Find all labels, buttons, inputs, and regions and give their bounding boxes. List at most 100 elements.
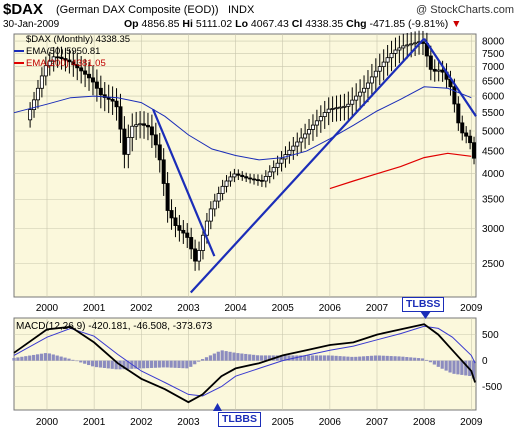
macd-y-tick-label: 500 <box>482 330 499 341</box>
candle-body <box>236 173 241 176</box>
macd-hist-bar <box>393 356 397 361</box>
exchange-label: INDX <box>228 4 255 16</box>
candle-body <box>55 56 60 59</box>
candle-body <box>200 234 205 251</box>
macd-hist-bar <box>428 360 433 363</box>
candle-body <box>90 77 95 83</box>
legend-ema200: EMA(200) 4381.05 <box>14 58 130 70</box>
macd-hist-bar <box>244 353 248 361</box>
macd-hist-bar <box>114 360 118 370</box>
macd-hist-bar <box>436 360 440 367</box>
candle-body <box>43 65 48 77</box>
macd-hist-bar <box>252 354 256 361</box>
candle-body <box>63 58 68 61</box>
candle-body <box>51 56 56 62</box>
macd-hist-bar <box>193 360 197 365</box>
candle-body <box>122 128 127 155</box>
macd-hist-bar <box>110 360 114 369</box>
candle-body <box>271 167 276 173</box>
macd-hist-bar <box>365 356 370 361</box>
tlbbs-arrow-icon <box>213 403 222 411</box>
price-y-tick-label: 2500 <box>482 259 505 270</box>
copyright-link[interactable]: @ StockCharts.com <box>416 4 514 16</box>
candle-body <box>381 61 386 67</box>
macd-hist-bar <box>181 360 185 369</box>
macd-hist-bar <box>59 356 63 361</box>
candle-body <box>149 126 154 136</box>
candle-body <box>299 137 304 143</box>
macd-hist-bar <box>263 355 268 361</box>
price-x-tick-label: 2004 <box>224 303 247 314</box>
candle-body <box>79 67 84 72</box>
candle-body <box>346 103 351 107</box>
macd-hist-bar <box>94 360 99 368</box>
price-x-tick-label: 2000 <box>36 303 59 314</box>
candle-body <box>255 179 260 182</box>
macd-legend: MACD(12,26,9) -420.181, -46.508, -373.67… <box>16 321 213 332</box>
macd-y-tick-label: -500 <box>482 382 502 393</box>
macd-hist-bar <box>12 358 16 361</box>
price-y-tick-label: 7500 <box>482 49 505 60</box>
candle-body <box>279 158 284 164</box>
macd-hist-bar <box>83 360 87 364</box>
macd-hist-bar <box>138 360 142 369</box>
macd-hist-bar <box>248 354 252 361</box>
candle-body <box>138 123 143 126</box>
macd-hist-bar <box>47 353 51 361</box>
macd-hist-bar <box>189 360 193 367</box>
macd-hist-bar <box>169 360 173 368</box>
macd-hist-bar <box>295 355 299 361</box>
macd-hist-bar <box>369 355 374 361</box>
macd-hist-bar <box>318 355 323 361</box>
macd-hist-bar <box>236 353 240 361</box>
quote-line: Op 4856.85 Hi 5111.02 Lo 4067.43 Cl 4338… <box>124 18 462 30</box>
candle-body <box>59 56 64 59</box>
macd-hist-bar <box>338 356 342 361</box>
price-x-tick-label: 2003 <box>177 303 200 314</box>
macd-x-tick-label: 2000 <box>36 417 59 428</box>
macd-hist-bar <box>452 360 456 374</box>
macd-hist-bar <box>126 360 130 370</box>
macd-hist-bar <box>417 358 421 361</box>
macd-hist-bar <box>310 355 315 361</box>
candle-body <box>102 94 107 98</box>
candle-body <box>47 60 52 67</box>
candle-body <box>310 124 315 130</box>
macd-hist-bar <box>472 360 476 379</box>
macd-hist-bar <box>173 360 177 368</box>
open-value: 4856.85 <box>141 18 180 30</box>
macd-hist-bar <box>145 360 150 369</box>
macd-hist-bar <box>63 357 67 361</box>
macd-hist-bar <box>444 360 448 371</box>
macd-hist-bar <box>409 357 413 361</box>
macd-hist-bar <box>142 360 146 369</box>
macd-hist-bar <box>161 360 165 368</box>
candle-body <box>248 177 253 180</box>
candle-body <box>350 99 355 105</box>
candles <box>28 30 477 271</box>
legend-price: $DAX (Monthly) 4338.35 <box>26 34 131 45</box>
macd-hist-bar <box>385 355 389 361</box>
candle-body <box>169 210 174 219</box>
macd-hist-bar <box>354 356 358 361</box>
candle-body <box>240 174 245 178</box>
macd-hist-bar <box>232 352 236 361</box>
candle-body <box>322 112 327 118</box>
ema200-line <box>329 152 472 190</box>
candle-body <box>318 116 323 122</box>
tlbss-arrow-icon <box>420 311 431 319</box>
macd-y-tick-label: 0 <box>482 356 488 367</box>
candle-body <box>28 109 33 121</box>
macd-hist-bar <box>303 355 307 361</box>
candle-body <box>275 162 280 168</box>
macd-hist-bar <box>464 360 468 376</box>
macd-hist-bar <box>43 353 48 361</box>
candle-body <box>32 99 37 110</box>
candle-body <box>440 69 445 73</box>
macd-hist-bar <box>51 354 55 361</box>
candle-body <box>71 61 76 66</box>
macd-hist-bar <box>106 360 110 369</box>
candle-body <box>228 176 233 182</box>
candle-body <box>130 125 135 138</box>
candle-body <box>263 176 268 182</box>
